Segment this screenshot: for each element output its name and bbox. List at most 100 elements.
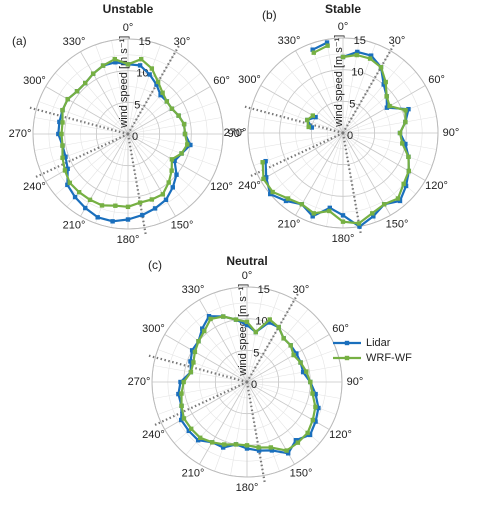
- series-marker: [164, 99, 170, 104]
- theta-tick-label: 0°: [338, 21, 349, 33]
- series-marker: [269, 448, 275, 453]
- series-marker: [310, 113, 316, 118]
- series-marker: [384, 105, 390, 110]
- series-marker: [220, 445, 226, 450]
- series-marker: [253, 329, 258, 335]
- minor-spoke: [95, 44, 129, 135]
- sector-boundary: [341, 132, 362, 235]
- series-marker: [188, 142, 193, 148]
- series-marker: [383, 79, 388, 85]
- series-marker: [196, 339, 201, 344]
- theta-tick-label: 120°: [425, 180, 448, 192]
- sector-boundary: [126, 133, 147, 236]
- theta-grid-line: [342, 132, 391, 216]
- series-marker: [304, 369, 309, 374]
- theta-grid-line: [127, 86, 211, 135]
- series-marker: [137, 200, 143, 205]
- series-marker: [163, 197, 169, 203]
- chart-title: Unstable: [103, 2, 154, 16]
- series-marker: [384, 94, 389, 99]
- series-marker: [305, 430, 310, 436]
- series-marker: [285, 451, 291, 456]
- series-marker: [256, 445, 261, 450]
- series-marker: [113, 60, 118, 65]
- series-marker: [260, 160, 265, 165]
- minor-spoke: [157, 381, 248, 415]
- series-marker: [178, 379, 183, 385]
- minor-spoke: [127, 133, 145, 228]
- series-marker: [182, 131, 188, 137]
- minor-spoke: [246, 292, 280, 383]
- minor-spoke: [246, 309, 309, 383]
- r-tick-label: 5: [134, 99, 140, 111]
- series-marker: [174, 172, 179, 177]
- minor-spoke: [270, 132, 344, 195]
- series-marker: [65, 182, 70, 188]
- series-marker: [356, 221, 362, 226]
- theta-tick-label: 30°: [174, 36, 191, 48]
- theta-grid-line: [127, 133, 176, 217]
- outer-circle: [247, 37, 439, 229]
- panel-label: (b): [262, 8, 277, 22]
- series-marker: [83, 80, 88, 86]
- minor-spoke: [55, 72, 129, 135]
- series-marker: [209, 440, 215, 445]
- series-marker: [310, 417, 316, 423]
- series-marker: [65, 166, 70, 172]
- series-marker: [137, 63, 143, 68]
- theta-tick-label: 330°: [182, 284, 205, 296]
- series-marker: [72, 194, 78, 200]
- series-marker: [313, 114, 318, 120]
- series-marker: [100, 63, 106, 68]
- series-marker: [147, 72, 152, 77]
- series-marker: [308, 379, 313, 385]
- series-marker: [62, 168, 68, 173]
- series-marker: [268, 445, 274, 450]
- theta-tick-label: 120°: [210, 181, 233, 193]
- series-marker: [263, 158, 268, 164]
- series-marker: [270, 189, 275, 195]
- series-marker: [160, 192, 166, 197]
- series-marker: [306, 124, 311, 130]
- series-marker: [140, 212, 145, 218]
- minor-spoke: [34, 117, 129, 135]
- series-marker: [276, 324, 281, 330]
- minor-spoke: [270, 71, 344, 134]
- sector-boundary: [249, 132, 344, 178]
- minor-spoke: [111, 40, 129, 135]
- series-marker: [283, 198, 289, 204]
- theta-tick-label: 180°: [332, 233, 355, 245]
- series-marker: [378, 64, 384, 70]
- series-marker: [192, 349, 198, 355]
- theta-tick-label: 210°: [182, 468, 205, 480]
- series-marker: [57, 119, 62, 125]
- series-marker: [60, 155, 65, 161]
- series-marker: [188, 369, 194, 375]
- series-marker: [160, 90, 165, 95]
- series-marker: [307, 432, 313, 438]
- minor-spoke: [34, 133, 129, 151]
- series-marker: [316, 405, 321, 411]
- minor-spoke: [157, 349, 248, 383]
- series-marker: [179, 391, 184, 396]
- minor-spoke: [281, 132, 344, 206]
- series-marker: [125, 217, 131, 222]
- series-marker: [310, 47, 315, 52]
- series-marker: [313, 419, 318, 424]
- series-marker: [313, 404, 318, 410]
- series-marker: [95, 215, 100, 220]
- theta-grid-line: [45, 86, 129, 135]
- series-marker: [169, 157, 175, 162]
- minor-spoke: [214, 381, 248, 472]
- series-marker: [406, 106, 411, 112]
- minor-spoke: [310, 132, 344, 223]
- series-marker: [189, 348, 195, 353]
- series-marker: [284, 448, 289, 453]
- theta-tick-label: 180°: [236, 482, 259, 494]
- minor-spoke: [95, 133, 129, 224]
- series-marker: [293, 438, 299, 443]
- sector-boundary: [153, 381, 248, 427]
- minor-spoke: [246, 365, 341, 383]
- panel-label: (a): [12, 34, 27, 48]
- series-marker: [170, 185, 175, 190]
